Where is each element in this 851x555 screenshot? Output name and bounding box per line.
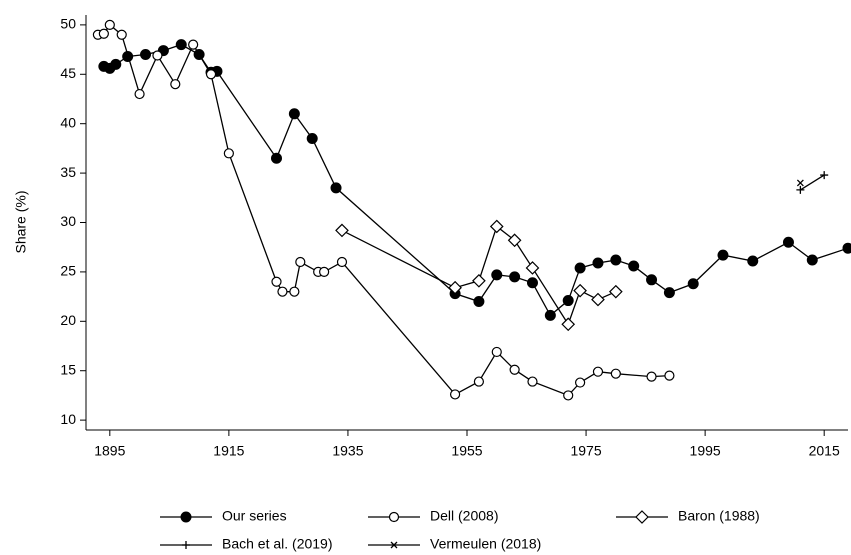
point (717, 249, 729, 261)
y-tick-label: 10 (60, 411, 76, 427)
point (140, 49, 152, 61)
point (525, 261, 540, 275)
point (288, 108, 300, 120)
point (509, 271, 521, 283)
point (820, 171, 829, 180)
point (796, 185, 805, 194)
point (608, 284, 623, 299)
x-tick-label: 1895 (94, 443, 125, 459)
point (449, 389, 461, 400)
x-tick-label: 1915 (213, 443, 244, 459)
y-tick-label: 30 (60, 213, 76, 229)
y-tick-label: 40 (60, 114, 76, 130)
point (591, 292, 605, 307)
point (491, 346, 502, 358)
point (563, 390, 574, 401)
series-line (341, 225, 617, 326)
point (592, 257, 604, 269)
legend-marker (388, 511, 400, 523)
point (98, 28, 109, 39)
point (223, 148, 234, 159)
point (295, 256, 306, 268)
point (646, 371, 657, 382)
point (306, 133, 318, 145)
legend-label: Vermeulen (2018) (430, 536, 541, 552)
point (335, 223, 349, 238)
x-tick-label: 1975 (570, 443, 601, 459)
point (188, 39, 199, 50)
point (491, 269, 503, 281)
point (507, 233, 522, 248)
x-tick-label: 1955 (451, 443, 482, 459)
point (110, 58, 122, 70)
point (509, 364, 520, 375)
point (277, 286, 288, 297)
point (527, 376, 538, 387)
point (747, 255, 759, 267)
legend-label: Bach et al. (2019) (222, 536, 333, 552)
series-line (800, 174, 825, 191)
point (575, 377, 586, 388)
y-tick-label: 45 (60, 65, 76, 81)
point (544, 309, 556, 321)
series-line (97, 23, 670, 397)
point (842, 242, 851, 254)
point (473, 296, 485, 308)
legend-marker (390, 541, 398, 549)
y-tick-label: 35 (60, 164, 76, 180)
point (205, 69, 217, 80)
point (646, 274, 658, 286)
point (561, 317, 576, 332)
point (628, 260, 640, 272)
x-tick-label: 2015 (809, 443, 840, 459)
point (610, 368, 621, 379)
point (289, 286, 300, 297)
y-tick-label: 15 (60, 361, 76, 377)
y-tick-label: 25 (60, 263, 76, 279)
legend-label: Our series (222, 508, 287, 524)
point (336, 256, 348, 268)
point (806, 254, 818, 266)
point (152, 50, 163, 61)
legend-marker (635, 510, 649, 524)
point (271, 276, 282, 287)
point (448, 280, 462, 295)
point (687, 278, 699, 290)
point (610, 254, 622, 266)
point (782, 236, 794, 248)
point (562, 295, 574, 307)
point (175, 39, 187, 51)
y-axis-label: Share (%) (13, 190, 29, 253)
point (574, 262, 586, 274)
x-tick-label: 1995 (690, 443, 721, 459)
point (104, 19, 115, 30)
point (592, 366, 604, 377)
point (473, 376, 485, 387)
y-tick-label: 50 (60, 16, 76, 32)
point (134, 88, 145, 100)
point (664, 370, 675, 381)
legend-label: Baron (1988) (678, 508, 760, 524)
legend-marker (182, 541, 190, 549)
legend-label: Dell (2008) (430, 508, 498, 524)
point (116, 29, 127, 40)
point (573, 283, 587, 298)
point (271, 152, 282, 164)
legend-marker (180, 511, 192, 523)
point (170, 79, 181, 90)
x-tick-label: 1935 (332, 443, 363, 459)
point (472, 273, 486, 288)
point (526, 277, 538, 289)
point (489, 219, 504, 234)
series-line (103, 43, 849, 317)
point (796, 179, 804, 187)
y-tick-label: 20 (60, 312, 76, 328)
point (663, 287, 675, 299)
point (319, 266, 330, 278)
point (330, 182, 342, 194)
